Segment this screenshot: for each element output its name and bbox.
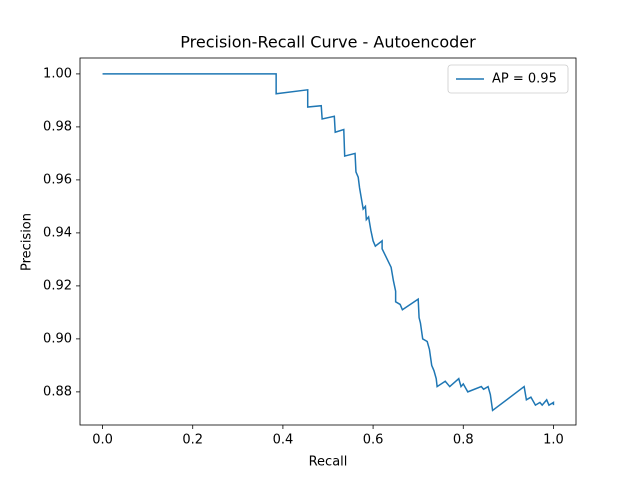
y-tick-label: 0.90 <box>43 331 72 346</box>
x-tick-label: 0.2 <box>182 433 203 448</box>
y-tick-label: 0.92 <box>43 278 72 293</box>
y-tick-label: 0.98 <box>43 119 72 134</box>
x-tick-label: 0.4 <box>273 433 294 448</box>
y-tick-label: 0.96 <box>43 172 72 187</box>
y-axis-label: Precision <box>20 213 35 271</box>
chart-title: Precision-Recall Curve - Autoencoder <box>180 33 476 52</box>
legend-label: AP = 0.95 <box>492 72 557 87</box>
x-axis-label: Recall <box>309 455 348 470</box>
y-tick-label: 1.00 <box>43 66 72 81</box>
y-tick-label: 0.94 <box>43 225 72 240</box>
x-tick-label: 0.8 <box>453 433 474 448</box>
y-tick-label: 0.88 <box>43 384 72 399</box>
x-tick-label: 1.0 <box>543 433 564 448</box>
legend-box <box>447 64 569 94</box>
pr-curve <box>102 73 555 412</box>
axes-frame <box>79 57 577 426</box>
x-tick-label: 0.0 <box>92 433 113 448</box>
x-tick-label: 0.6 <box>363 433 384 448</box>
